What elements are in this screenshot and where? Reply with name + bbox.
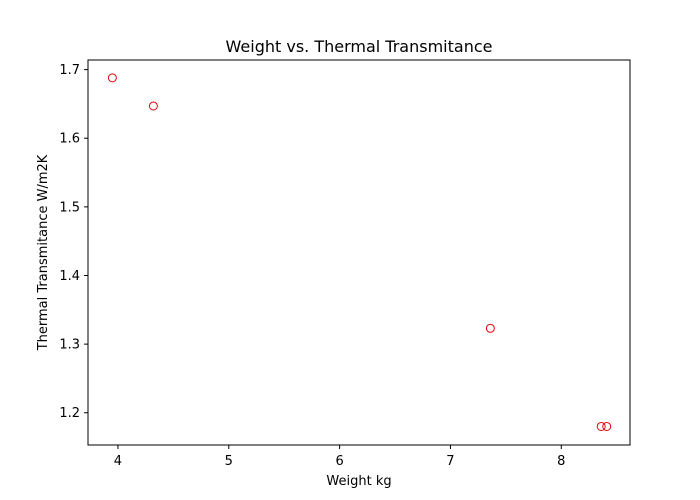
x-tick-label: 4 xyxy=(114,454,122,469)
data-point xyxy=(596,421,606,431)
x-tick-label: 7 xyxy=(446,454,454,469)
x-tick-label: 6 xyxy=(335,454,343,469)
y-tick-label: 1.4 xyxy=(59,269,80,284)
data-point xyxy=(107,73,117,83)
data-point xyxy=(602,421,612,431)
chart-title: Weight vs. Thermal Transmitance xyxy=(226,37,493,56)
y-tick-label: 1.2 xyxy=(59,406,80,421)
plot-frame xyxy=(87,59,631,446)
y-tick-label: 1.3 xyxy=(59,338,80,353)
x-tick-label: 8 xyxy=(557,454,565,469)
x-axis: 4 5 6 7 8 xyxy=(114,445,565,469)
y-tick-label: 1.6 xyxy=(59,132,80,147)
y-tick-label: 1.5 xyxy=(59,200,80,215)
y-tick-label: 1.7 xyxy=(59,63,80,78)
x-tick-label: 5 xyxy=(225,454,233,469)
y-axis-label: Thermal Transmitance W/m2K xyxy=(36,154,51,351)
data-points xyxy=(107,73,612,431)
data-point xyxy=(148,101,158,111)
x-axis-label: Weight kg xyxy=(326,474,391,489)
data-point xyxy=(485,323,495,333)
plot-area: 4 5 6 7 8 1.2 1.3 1.4 1.5 1.6 1.7 xyxy=(59,59,631,469)
y-axis: 1.2 1.3 1.4 1.5 1.6 1.7 xyxy=(59,63,88,421)
